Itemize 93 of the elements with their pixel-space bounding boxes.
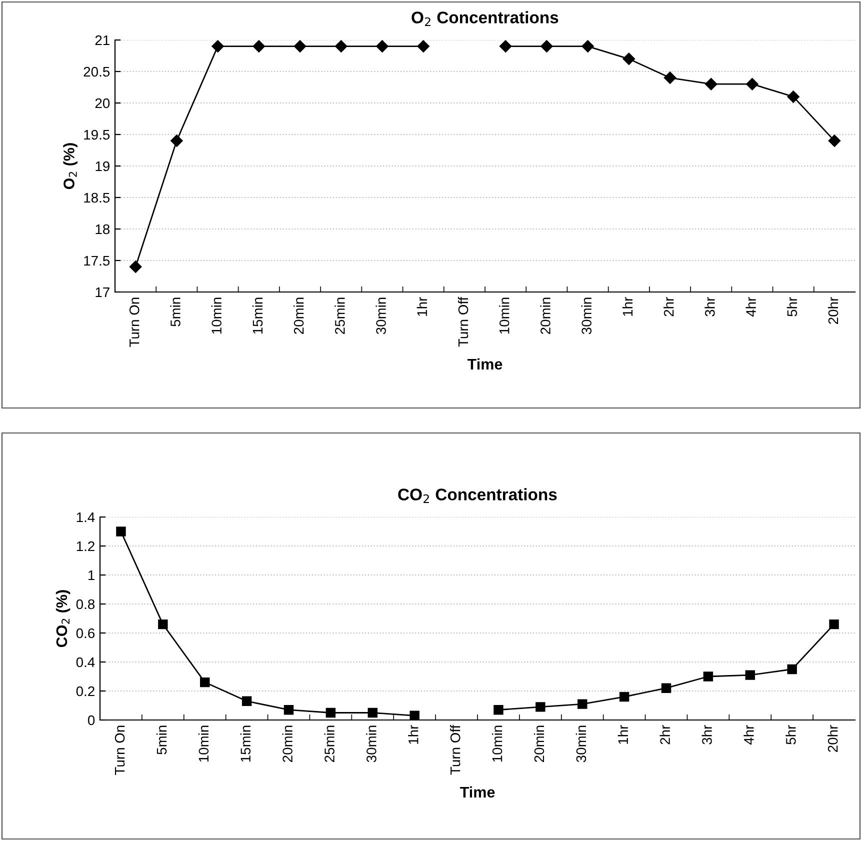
point	[494, 704, 504, 715]
y-tick-label: 20.5	[84, 66, 110, 77]
point	[116, 526, 126, 536]
y-tick-label: 0.6	[76, 628, 95, 638]
point	[787, 664, 797, 674]
x-tick-label: 30min	[576, 726, 586, 762]
x-tick-label: 5hr	[786, 297, 798, 316]
x-tick-label: 1hr	[618, 725, 628, 744]
y-tick-label: 17.5	[84, 256, 110, 266]
x-tick-label: 20min	[282, 726, 292, 762]
y-tick-label: 20	[95, 98, 110, 108]
x-tick-label: 20min	[294, 298, 304, 334]
x-tick-label: 3hr	[704, 297, 715, 316]
y-tick-label: 19	[96, 161, 110, 172]
point	[212, 40, 224, 52]
chart-title: O$_{2}$ Concentrations	[412, 11, 558, 26]
point	[705, 78, 718, 90]
point	[294, 40, 306, 52]
x-tick-label: 2hr	[660, 725, 670, 744]
x-tick-label: Turn Off	[450, 724, 460, 775]
point	[252, 40, 265, 52]
y-tick-label: 18	[96, 224, 110, 234]
x-tick-label: 4hr	[746, 297, 756, 317]
point	[536, 702, 546, 712]
y-tick-label: 21	[95, 35, 110, 46]
point	[158, 619, 168, 630]
x-tick-label: 1hr	[408, 725, 418, 744]
x-tick-label: 30min	[376, 298, 386, 334]
x-tick-label: 20min	[534, 726, 544, 762]
y-tick-label: 0	[88, 715, 95, 726]
x-tick-label: 1hr	[416, 297, 427, 316]
point	[284, 704, 294, 715]
point	[417, 40, 430, 52]
point	[170, 134, 183, 147]
x-tick-label: 10min	[492, 726, 502, 762]
point	[200, 677, 210, 688]
y-tick-label: 1.4	[76, 512, 95, 522]
x-tick-label: 5min	[156, 726, 167, 754]
x-axis-title: Time	[467, 358, 502, 370]
point	[661, 683, 672, 693]
x-tick-label: 5min	[170, 298, 180, 326]
y-tick-label: 18.5	[84, 192, 110, 203]
point	[703, 672, 714, 682]
x-tick-label: 25min	[334, 298, 345, 334]
x-tick-label: 2hr	[664, 297, 674, 316]
y-axis-title: O$_{2}$ (%)	[63, 143, 78, 190]
x-tick-label: 10min	[211, 298, 222, 334]
point	[787, 90, 800, 103]
point	[499, 40, 512, 52]
x-tick-label: Turn Off	[458, 296, 468, 347]
y-axis-title: CO$_{2}$ (%)	[56, 590, 70, 648]
x-tick-label: 20hr	[828, 725, 838, 752]
point	[582, 40, 594, 52]
x-tick-label: 20hr	[828, 297, 838, 324]
point	[129, 260, 142, 273]
y-tick-label: 1	[88, 570, 94, 580]
y-tick-label: 19.5	[84, 130, 110, 140]
y-tick-label: 0.8	[76, 599, 95, 610]
x-tick-label: Turn On	[114, 726, 125, 775]
point	[376, 40, 388, 52]
x-tick-label: 20min	[540, 298, 550, 334]
point	[745, 670, 755, 680]
x-tick-label: 10min	[499, 298, 510, 334]
point	[242, 696, 252, 706]
point	[829, 619, 839, 630]
x-tick-label: 30min	[366, 726, 376, 762]
x-tick-label: Turn On	[129, 298, 140, 347]
x-tick-label: 15min	[240, 726, 251, 762]
point	[326, 708, 336, 718]
point	[619, 692, 630, 702]
y-tick-label: 17	[96, 287, 110, 298]
point	[368, 708, 378, 718]
x-tick-label: 5hr	[786, 725, 796, 744]
point	[335, 40, 348, 52]
x-tick-label: 30min	[581, 298, 592, 334]
chart-title: CO$_{2}$ Concentrations	[398, 488, 557, 503]
x-tick-label: 10min	[198, 726, 209, 762]
x-tick-label: 25min	[324, 726, 334, 762]
point	[664, 72, 676, 84]
x-tick-label: 3hr	[702, 725, 712, 744]
point	[578, 699, 588, 709]
point	[746, 78, 758, 90]
x-axis-title: Time	[460, 786, 495, 798]
y-tick-label: 0.2	[76, 686, 94, 696]
x-tick-label: 1hr	[622, 297, 632, 316]
point	[410, 710, 420, 720]
y-tick-label: 0.4	[76, 657, 95, 668]
point	[828, 134, 841, 147]
x-tick-label: 4hr	[744, 725, 754, 745]
y-tick-label: 1.2	[76, 541, 94, 552]
x-tick-label: 15min	[252, 298, 263, 334]
point	[622, 52, 635, 65]
point	[540, 40, 553, 52]
